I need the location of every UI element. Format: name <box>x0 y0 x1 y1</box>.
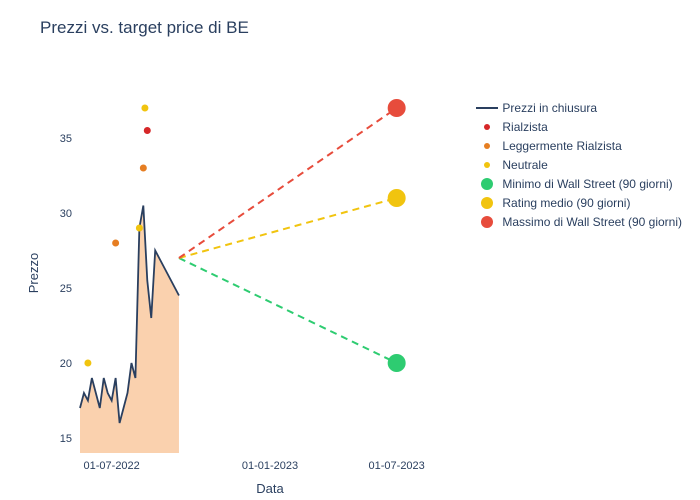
legend-item: Rialzista <box>472 117 682 136</box>
legend-item: Prezzi in chiusura <box>472 98 682 117</box>
legend: Prezzi in chiusuraRialzistaLeggermente R… <box>472 98 682 231</box>
svg-text:20: 20 <box>60 358 72 370</box>
legend-item: Minimo di Wall Street (90 giorni) <box>472 174 682 193</box>
svg-text:Prezzo: Prezzo <box>26 253 41 293</box>
svg-text:15: 15 <box>60 433 72 445</box>
svg-text:35: 35 <box>60 133 72 145</box>
svg-text:01-07-2023: 01-07-2023 <box>369 460 425 472</box>
svg-text:01-07-2022: 01-07-2022 <box>84 460 140 472</box>
legend-item: Leggermente Rialzista <box>472 136 682 155</box>
svg-text:30: 30 <box>60 208 72 220</box>
legend-item: Massimo di Wall Street (90 giorni) <box>472 212 682 231</box>
chart-container: 15 20 25 30 35 Prezzo 01-07-2022 01-01-2023 01-0… <box>0 38 700 498</box>
chart-title: Prezzi vs. target price di BE <box>0 0 700 38</box>
svg-text:Data: Data <box>256 481 284 496</box>
legend-item: Rating medio (90 giorni) <box>472 193 682 212</box>
legend-item: Neutrale <box>472 155 682 174</box>
svg-text:01-01-2023: 01-01-2023 <box>242 460 298 472</box>
svg-text:25: 25 <box>60 283 72 295</box>
